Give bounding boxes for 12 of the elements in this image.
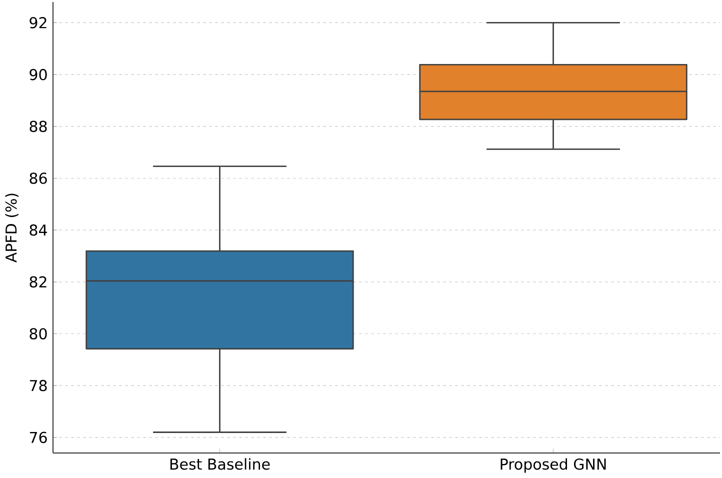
y-tick-label: 90	[30, 68, 47, 80]
y-tick-label: 92	[30, 17, 46, 28]
y-tick-label: 84	[30, 224, 47, 236]
y-tick-label: 82	[30, 276, 46, 288]
y-tick-label: 88	[30, 120, 47, 132]
y-tick-label: 86	[30, 172, 47, 184]
x-tick-label: Best Baseline	[170, 458, 270, 470]
y-axis-title: APFD (%)	[5, 194, 19, 262]
y-tick-label: 78	[30, 380, 47, 392]
x-tick-label: Proposed GNN	[500, 458, 606, 473]
y-tick-label: 76	[30, 432, 47, 444]
y-tick-label: 80	[30, 328, 47, 340]
